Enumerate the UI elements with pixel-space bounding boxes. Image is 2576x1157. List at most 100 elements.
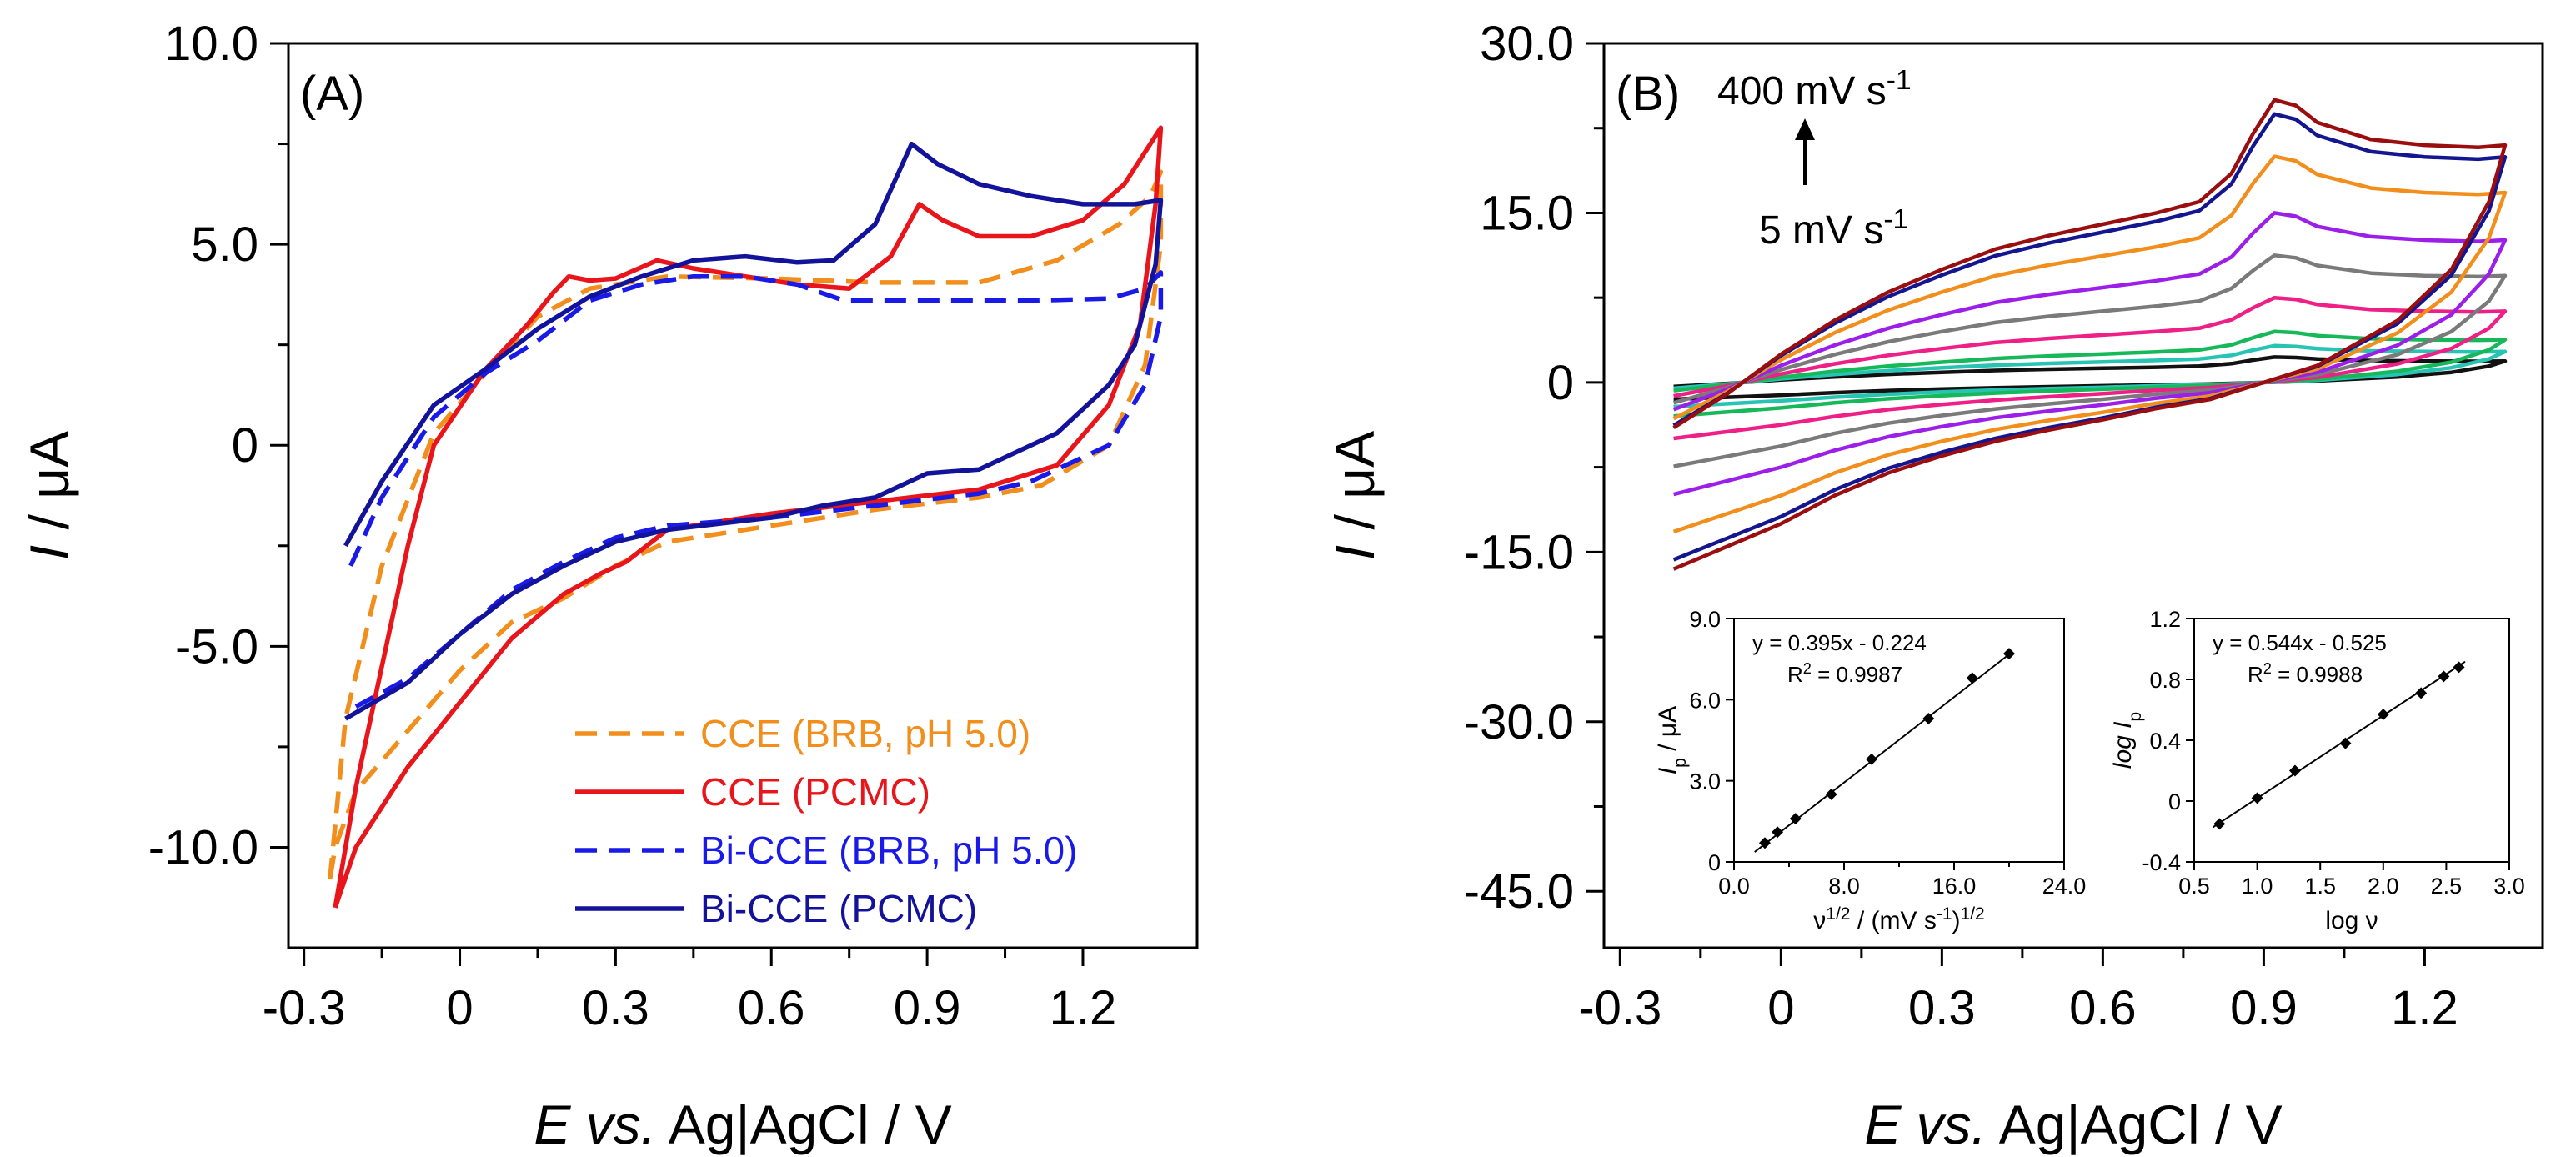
inset-data-point <box>2251 792 2263 804</box>
cv-curve-1 <box>1673 343 2508 409</box>
y-axis-title-b-part-0: I <box>1324 545 1386 560</box>
x-tick-label: 0 <box>446 981 473 1035</box>
inset-x-tick-label: 16.0 <box>1932 874 1977 899</box>
inset-x-tick-label: 1.5 <box>2304 874 2336 899</box>
x-tick-label: -0.3 <box>263 981 346 1035</box>
inset-r2: R2 = 0.9988 <box>2248 660 2363 687</box>
inset-y-title-part-0: log I <box>2109 721 2137 769</box>
x-tick-label: 1.2 <box>1050 981 1117 1035</box>
series-a-2 <box>348 270 1164 709</box>
plot-frame <box>1602 42 2544 949</box>
x-tick-label: 0.3 <box>582 981 649 1035</box>
panel-a: -0.3 0 0.3 0.6 0.9 1.2 10.0 5.0 0 -5.0 -10.0 (A) CCE… <box>18 17 1199 1155</box>
x-tick-label: 0.6 <box>738 981 805 1035</box>
x-tick-label: 0.9 <box>2230 981 2298 1035</box>
inset-x-title: log ν <box>2325 907 2378 934</box>
y-tick-label: 30.0 <box>1480 17 1574 71</box>
x-tick-label: 0.9 <box>894 981 961 1035</box>
inset-data-point <box>2288 764 2301 777</box>
inset-y-tick-label: 3.0 <box>1689 769 1721 794</box>
inset-equation: y = 0.395x - 0.224 <box>1752 630 1927 655</box>
inset-data-point <box>2339 737 2352 749</box>
inset-y-tick-label: 0.8 <box>2149 668 2181 693</box>
inset-x-tick-label: 1.0 <box>2242 874 2273 899</box>
inset-y-title-part-1: p <box>2126 712 2145 722</box>
inset-y-tick-label: 0 <box>2168 789 2181 814</box>
series-a-0 <box>328 169 1164 880</box>
x-axis-title-b: E vs. Ag|AgCl / V <box>1864 1094 2282 1155</box>
inset-data-point <box>2438 670 2450 683</box>
inset-r2: R2 = 0.9987 <box>1787 660 1902 687</box>
inset-y-title-part-1: p <box>1671 758 1690 768</box>
scan-rate-bottom-label-part-0: 5 mV s <box>1759 208 1883 253</box>
plot-frame <box>287 42 1199 949</box>
scan-rate-top-label: 400 mV s-1 <box>1717 65 1912 114</box>
inset-y-tick-label: -0.4 <box>2142 850 2181 875</box>
inset-x-title-part-1: 1/2 <box>1826 904 1850 924</box>
x-tick-label: 0 <box>1767 981 1794 1035</box>
inset-y-title-part-0: I <box>1654 768 1681 774</box>
inset-x-tick-label: 3.0 <box>2493 874 2525 899</box>
inset-x-title-part-5: 1/2 <box>1961 904 1985 924</box>
y-tick-label: -10.0 <box>148 820 258 874</box>
y-tick-label: 5.0 <box>191 218 258 272</box>
inset-r2-part-2: = 0.9987 <box>1812 662 1902 687</box>
x-axis-title-a-part-1: Ag|AgCl / V <box>656 1094 952 1155</box>
inset-data-point <box>2415 687 2428 699</box>
inset-r2-part-0: R <box>2248 662 2263 687</box>
inset-data-point <box>1866 753 1877 765</box>
x-tick-label: 0.6 <box>2069 981 2137 1035</box>
cv-curve-3 <box>1673 295 2508 441</box>
y-axis-title-b-part-1: / μA <box>1324 431 1386 545</box>
inset-data-point <box>1922 713 1935 725</box>
inset-x-title-part-3: -1 <box>1937 904 1952 924</box>
x-tick-label: 0.3 <box>1908 981 1976 1035</box>
inset-y-tick-label: 6.0 <box>1689 688 1721 713</box>
inset-x-title-part-0: ν <box>1813 907 1826 934</box>
legend-label-2: Bi-CCE (BRB, pH 5.0) <box>700 829 1077 872</box>
scan-rate-bottom-label-part-1: -1 <box>1883 204 1908 235</box>
y-tick-label: 15.0 <box>1480 186 1574 240</box>
inset-data-point <box>2213 818 2226 830</box>
inset-data-point <box>2453 661 2465 674</box>
inset-x-tick-label: 0.5 <box>2178 874 2210 899</box>
inset-x-tick-label: 2.0 <box>2368 874 2399 899</box>
inset-r2-part-1: 2 <box>2263 660 2272 677</box>
legend-label-1: CCE (PCMC) <box>700 770 930 814</box>
inset-y-tick-label: 1.2 <box>2149 607 2181 632</box>
y-axis-title-a: I / μA <box>18 431 80 560</box>
legend-label-3: Bi-CCE (PCMC) <box>700 887 977 930</box>
panel-label-a: (A) <box>300 67 364 121</box>
inset-x-title-part-4: ) <box>1952 907 1961 934</box>
inset-data-point <box>1772 826 1784 839</box>
y-axis-title-a-part-0: I <box>18 545 80 560</box>
inset-data-point <box>1789 813 1802 825</box>
cv-curve-7 <box>1672 112 2508 562</box>
x-tick-label: 1.2 <box>2391 981 2458 1035</box>
inset-y-tick-label: 0.4 <box>2149 729 2181 754</box>
x-axis-title-a-part-0: E vs. <box>534 1094 656 1155</box>
panel-b: -0.3 0 0.3 0.6 0.9 1.2 30.0 15.0 0 -15.0 -30.0 -45.… <box>1324 17 2544 1155</box>
inset-y-tick-label: 9.0 <box>1689 607 1721 632</box>
inset-r2-part-2: = 0.9988 <box>2272 662 2363 687</box>
scan-rate-top-label-part-1: -1 <box>1887 65 1912 96</box>
y-axis-title-b: I / μA <box>1324 431 1386 560</box>
inset-x-tick-label: 0.0 <box>1718 874 1750 899</box>
y-tick-label: 0 <box>1547 356 1574 410</box>
y-tick-label: -30.0 <box>1464 695 1574 749</box>
cv-curve-2 <box>1673 329 2508 418</box>
inset-data-point <box>2377 708 2389 720</box>
inset-y-title: Ip / μA <box>1654 706 1690 774</box>
y-tick-label: -45.0 <box>1464 864 1574 919</box>
inset-r2-part-0: R <box>1787 662 1803 687</box>
scan-rate-top-label-part-0: 400 mV s <box>1717 69 1887 113</box>
panel-label-b: (B) <box>1616 67 1680 121</box>
y-tick-label: -5.0 <box>175 619 258 674</box>
inset-x-tick-label: 24.0 <box>2042 874 2087 899</box>
inset-equation: y = 0.544x - 0.525 <box>2213 630 2387 655</box>
inset-1: 0.0 8.0 16.0 24.0 0 3.0 6.0 9.0 y = 0.395x - 0.2… <box>1654 607 2086 934</box>
y-axis-title-a-part-1: / μA <box>18 431 80 545</box>
cv-curve-8 <box>1672 98 2508 571</box>
inset-background <box>2189 614 2514 867</box>
